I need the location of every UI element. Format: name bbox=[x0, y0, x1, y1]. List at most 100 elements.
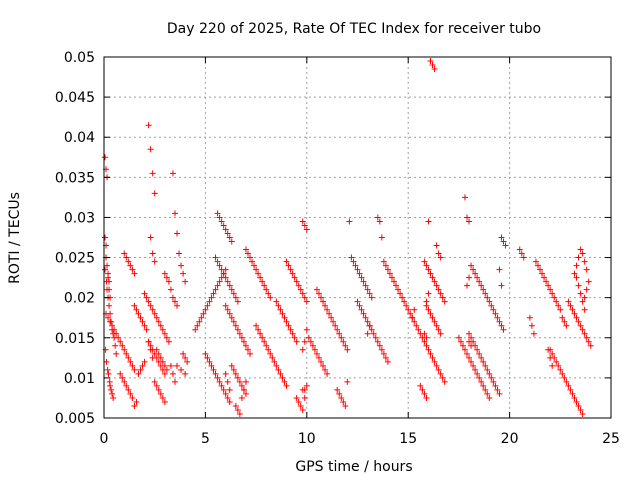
data-point bbox=[480, 382, 487, 389]
data-point bbox=[482, 386, 489, 393]
data-point bbox=[431, 278, 438, 285]
data-point bbox=[238, 334, 245, 341]
data-point bbox=[141, 322, 148, 329]
data-point bbox=[342, 402, 349, 409]
chart-title: Day 220 of 2025, Rate Of TEC Index for r… bbox=[167, 21, 541, 37]
data-point bbox=[476, 278, 483, 285]
data-point bbox=[212, 286, 219, 293]
data-point bbox=[348, 254, 355, 261]
data-point bbox=[470, 362, 477, 369]
data-point bbox=[581, 330, 588, 337]
data-point bbox=[159, 358, 166, 365]
data-point bbox=[281, 314, 288, 321]
data-point bbox=[228, 314, 235, 321]
data-point bbox=[466, 274, 473, 281]
data-point bbox=[575, 282, 582, 289]
data-point bbox=[441, 298, 448, 305]
data-point bbox=[520, 254, 527, 261]
data-point bbox=[364, 286, 371, 293]
data-point bbox=[433, 322, 440, 329]
data-point bbox=[397, 290, 404, 297]
x-tick-label: 15 bbox=[399, 431, 417, 447]
x-tick-label: 0 bbox=[100, 431, 109, 447]
data-point bbox=[249, 258, 256, 265]
data-point bbox=[496, 318, 503, 325]
data-point bbox=[147, 146, 154, 153]
data-point bbox=[163, 274, 170, 281]
data-point bbox=[425, 266, 432, 273]
data-point bbox=[482, 290, 489, 297]
data-point bbox=[439, 294, 446, 301]
data-point bbox=[220, 222, 227, 229]
data-point bbox=[113, 350, 120, 357]
data-point bbox=[196, 318, 203, 325]
data-point bbox=[569, 390, 576, 397]
data-point bbox=[163, 366, 170, 373]
data-point bbox=[102, 154, 109, 161]
data-point bbox=[532, 258, 539, 265]
data-point bbox=[459, 342, 466, 349]
data-point bbox=[287, 266, 294, 273]
data-point bbox=[216, 378, 223, 385]
data-point bbox=[437, 254, 444, 261]
data-point bbox=[127, 262, 134, 269]
data-point bbox=[356, 302, 363, 309]
data-point bbox=[380, 258, 387, 265]
data-point bbox=[500, 326, 507, 333]
data-point bbox=[563, 378, 570, 385]
data-point bbox=[151, 190, 158, 197]
data-point bbox=[279, 374, 286, 381]
data-point bbox=[332, 322, 339, 329]
data-point bbox=[421, 330, 428, 337]
data-point bbox=[133, 398, 140, 405]
data-point bbox=[374, 338, 381, 345]
data-point bbox=[125, 386, 132, 393]
data-point bbox=[147, 302, 154, 309]
data-point bbox=[583, 334, 590, 341]
data-point bbox=[476, 350, 483, 357]
data-point bbox=[376, 342, 383, 349]
data-point bbox=[581, 306, 588, 313]
data-point bbox=[534, 262, 541, 269]
y-axis-title: ROTI / TECUs bbox=[7, 192, 23, 284]
data-point bbox=[212, 370, 219, 377]
data-point bbox=[299, 346, 306, 353]
data-point bbox=[267, 294, 274, 301]
data-point bbox=[466, 338, 473, 345]
data-point bbox=[102, 266, 109, 273]
y-tick-label: 0.025 bbox=[55, 251, 95, 267]
data-point bbox=[208, 294, 215, 301]
data-point bbox=[242, 246, 249, 253]
data-point bbox=[399, 294, 406, 301]
data-point bbox=[228, 238, 235, 245]
data-point bbox=[293, 338, 300, 345]
data-point bbox=[338, 334, 345, 341]
data-point bbox=[553, 358, 560, 365]
data-point bbox=[218, 382, 225, 389]
data-point bbox=[226, 234, 233, 241]
data-point bbox=[315, 354, 322, 361]
data-point bbox=[121, 250, 128, 257]
data-point bbox=[579, 410, 586, 417]
data-point bbox=[571, 310, 578, 317]
data-point bbox=[277, 306, 284, 313]
data-point bbox=[571, 270, 578, 277]
data-point bbox=[425, 306, 432, 313]
data-point bbox=[340, 398, 347, 405]
grid-lines bbox=[104, 57, 611, 418]
data-point bbox=[549, 290, 556, 297]
data-point bbox=[182, 370, 189, 377]
data-point bbox=[425, 218, 432, 225]
y-tick-label: 0.05 bbox=[64, 50, 95, 66]
data-point bbox=[165, 338, 172, 345]
x-tick-label: 25 bbox=[602, 431, 620, 447]
data-point bbox=[421, 338, 428, 345]
data-point bbox=[214, 210, 221, 217]
data-point bbox=[151, 258, 158, 265]
data-point bbox=[182, 354, 189, 361]
data-point bbox=[565, 298, 572, 305]
data-point bbox=[484, 390, 491, 397]
data-point bbox=[139, 362, 146, 369]
data-point bbox=[265, 290, 272, 297]
data-point bbox=[472, 270, 479, 277]
